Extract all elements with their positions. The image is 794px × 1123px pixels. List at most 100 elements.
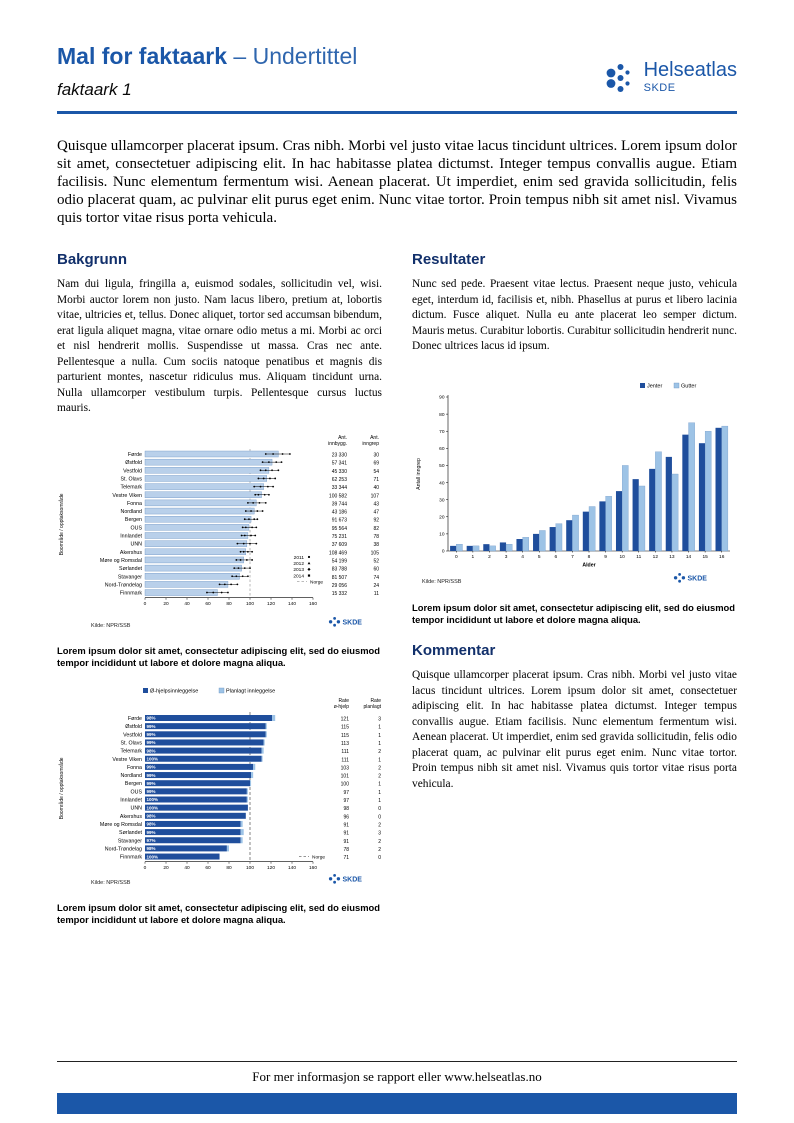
logo-name: Helseatlas <box>643 59 737 81</box>
svg-text:0: 0 <box>378 806 381 812</box>
svg-text:1: 1 <box>378 798 381 804</box>
svg-text:1: 1 <box>378 790 381 796</box>
svg-text:0: 0 <box>378 855 381 861</box>
svg-text:ø-hjelp: ø-hjelp <box>334 704 350 710</box>
svg-text:98%: 98% <box>147 846 156 851</box>
chart-age-distribution: Jenter Gutter 0 10 20 30 40 50 60 70 80 90 0 1 2 3 4 5 6 7 8… <box>412 381 737 598</box>
svg-text:Bergen: Bergen <box>125 781 142 787</box>
page-footer: For mer informasjon se rapport eller www… <box>57 1061 737 1114</box>
svg-text:16: 16 <box>719 554 725 560</box>
svg-text:80: 80 <box>439 412 445 418</box>
svg-text:115: 115 <box>341 725 349 731</box>
page-title: Mal for faktaark – Undertittel <box>57 43 737 69</box>
svg-text:12: 12 <box>653 554 659 560</box>
svg-text:101: 101 <box>341 774 350 780</box>
chart2-caption: Lorem ipsum dolor sit amet, consectetur … <box>57 902 380 926</box>
svg-text:95 564: 95 564 <box>332 526 348 532</box>
svg-text:74: 74 <box>373 575 379 581</box>
svg-text:2011: 2011 <box>294 555 305 561</box>
svg-text:0: 0 <box>378 815 381 821</box>
svg-text:3: 3 <box>505 554 508 560</box>
svg-text:7: 7 <box>571 554 574 560</box>
svg-text:140: 140 <box>288 601 296 607</box>
svg-text:Finnmark: Finnmark <box>120 590 142 596</box>
section-heading-resultater: Resultater <box>412 251 486 269</box>
svg-text:3: 3 <box>378 717 381 723</box>
svg-text:23 330: 23 330 <box>332 452 348 458</box>
svg-text:78: 78 <box>373 534 379 540</box>
svg-text:Ø-hjelpsinnleggelse: Ø-hjelpsinnleggelse <box>150 689 198 695</box>
svg-text:Finnmark: Finnmark <box>120 855 142 861</box>
svg-text:Vestfold: Vestfold <box>123 733 142 739</box>
svg-text:99%: 99% <box>147 781 156 786</box>
svg-text:Østfold: Østfold <box>125 460 142 466</box>
svg-text:121: 121 <box>341 717 350 723</box>
svg-text:39 744: 39 744 <box>332 501 348 507</box>
svg-text:Førde: Førde <box>128 452 142 458</box>
svg-text:Fonna: Fonna <box>127 501 142 507</box>
svg-text:Kilde: NPR/SSB: Kilde: NPR/SSB <box>91 623 131 629</box>
svg-text:30: 30 <box>439 497 445 503</box>
svg-text:innbygg.: innbygg. <box>328 441 347 447</box>
svg-text:Norge: Norge <box>310 579 323 585</box>
svg-text:planlagt: planlagt <box>363 704 381 710</box>
svg-text:20: 20 <box>439 514 445 520</box>
svg-text:105: 105 <box>371 550 380 556</box>
svg-text:Rate: Rate <box>338 698 349 704</box>
svg-text:St. Olavs: St. Olavs <box>121 741 143 747</box>
chart1-caption: Lorem ipsum dolor sit amet, consectetur … <box>57 644 380 669</box>
svg-text:St. Olavs: St. Olavs <box>121 476 143 482</box>
svg-text:0: 0 <box>144 865 147 871</box>
svg-text:2: 2 <box>378 749 381 755</box>
svg-text:Bergen: Bergen <box>125 517 142 523</box>
svg-text:111: 111 <box>341 749 349 755</box>
svg-text:43 186: 43 186 <box>332 509 348 515</box>
svg-text:2: 2 <box>378 847 381 853</box>
svg-text:8: 8 <box>588 554 591 560</box>
svg-text:60: 60 <box>205 865 211 871</box>
svg-text:90: 90 <box>439 394 445 400</box>
svg-text:40: 40 <box>373 485 379 491</box>
svg-text:Sørlandet: Sørlandet <box>119 830 142 836</box>
left-column: Bakgrunn Nam dui ligula, fringilla a, eu… <box>57 251 382 942</box>
svg-text:52: 52 <box>373 558 379 564</box>
svg-text:0: 0 <box>144 601 147 607</box>
svg-text:2: 2 <box>378 766 381 772</box>
svg-text:OUS: OUS <box>131 790 143 796</box>
svg-text:37 609: 37 609 <box>332 542 348 548</box>
svg-text:1: 1 <box>472 554 475 560</box>
svg-text:2014: 2014 <box>293 573 304 579</box>
svg-text:96: 96 <box>343 815 349 821</box>
svg-text:1: 1 <box>378 725 381 731</box>
helseatlas-logo: Helseatlas SKDE <box>604 60 737 94</box>
svg-text:80: 80 <box>226 601 232 607</box>
svg-text:Akershus: Akershus <box>120 814 142 820</box>
svg-text:Førde: Førde <box>128 716 142 722</box>
svg-text:Rate: Rate <box>370 698 381 704</box>
svg-text:5: 5 <box>538 554 541 560</box>
svg-text:98%: 98% <box>147 814 156 819</box>
svg-text:91: 91 <box>343 831 349 837</box>
svg-text:120: 120 <box>267 601 275 607</box>
logo-text-block: Helseatlas SKDE <box>644 60 737 94</box>
svg-text:10: 10 <box>620 554 626 560</box>
helseatlas-dots-icon <box>606 64 630 92</box>
svg-text:40: 40 <box>184 865 190 871</box>
svg-text:69: 69 <box>373 460 379 466</box>
header-rule <box>57 111 737 115</box>
svg-text:OUS: OUS <box>131 525 143 531</box>
svg-text:100 582: 100 582 <box>329 493 347 499</box>
svg-text:99%: 99% <box>147 732 156 737</box>
svg-text:Nord-Trøndelag: Nord-Trøndelag <box>105 847 142 853</box>
kommentar-body: Quisque ullamcorper placerat ipsum. Cras… <box>412 669 737 790</box>
svg-text:100: 100 <box>246 865 254 871</box>
title-suffix: – Undertittel <box>227 43 358 69</box>
svg-text:0: 0 <box>455 554 458 560</box>
svg-text:100%: 100% <box>147 757 159 762</box>
svg-text:91 673: 91 673 <box>332 517 348 523</box>
svg-text:99%: 99% <box>147 740 156 745</box>
svg-text:UNN: UNN <box>131 806 143 812</box>
svg-text:40: 40 <box>184 601 190 607</box>
section-heading-kommentar: Kommentar <box>412 642 496 660</box>
